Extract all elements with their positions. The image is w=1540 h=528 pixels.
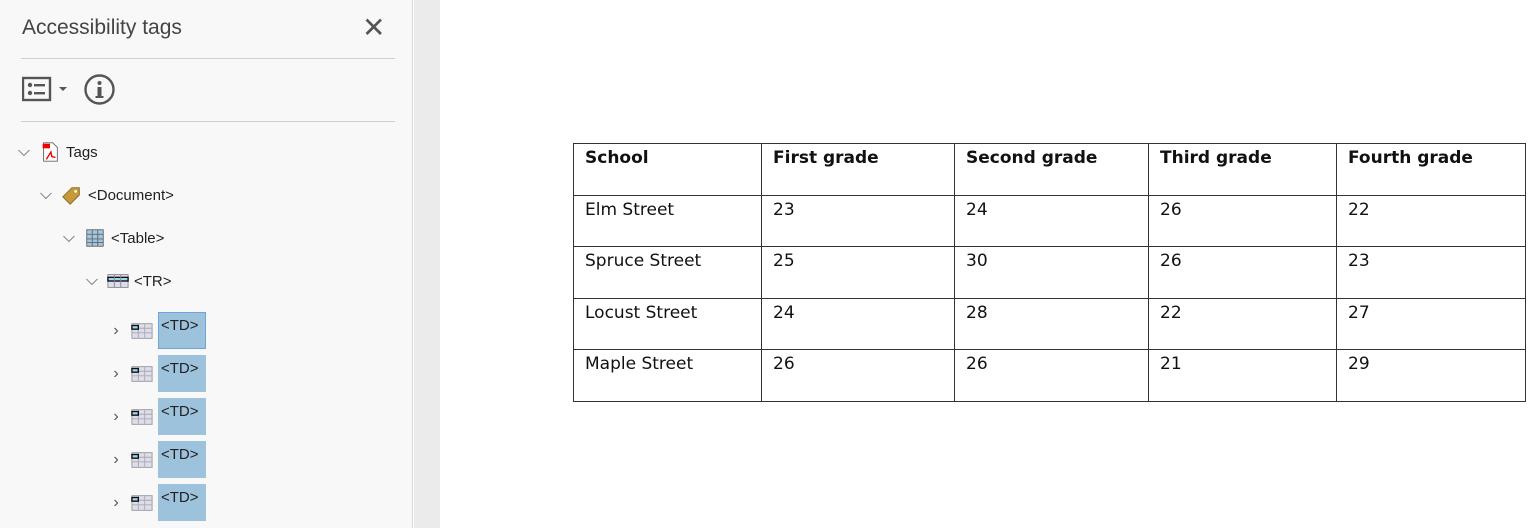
table-cell: 30 [954, 246, 1149, 299]
table-cell: 29 [1336, 349, 1526, 402]
grades-table: School First grade Second grade Third gr… [573, 143, 1526, 402]
table-row: Locust Street 24 28 22 27 [573, 297, 1526, 351]
header-cell: School [573, 143, 762, 196]
table-header-row: School First grade Second grade Third gr… [573, 143, 1526, 196]
table-cell: 26 [1148, 246, 1337, 299]
table-row: Spruce Street 25 30 26 23 [573, 246, 1526, 299]
chevron-right-icon[interactable]: › [113, 364, 119, 382]
info-button[interactable] [84, 74, 116, 111]
tree-node-label: <Document> [88, 186, 174, 204]
table-cell: Maple Street [573, 349, 762, 402]
tree-node-table[interactable]: ⌵ <Table> [59, 227, 164, 249]
table-cell: Elm Street [573, 194, 762, 248]
chevron-down-icon[interactable]: ⌵ [39, 186, 53, 203]
tree-node-td[interactable]: › <TD> [106, 484, 206, 521]
table-icon [86, 229, 104, 247]
chevron-right-icon[interactable]: › [113, 493, 119, 511]
tree-node-td[interactable]: › <TD> [106, 312, 206, 349]
tree-node-label: <TD> [158, 398, 206, 435]
table-cell: Locust Street [573, 297, 762, 351]
table-row: Maple Street 26 26 21 29 [573, 349, 1526, 402]
tree-node-td[interactable]: › <TD> [106, 355, 206, 392]
table-cell: 22 [1148, 297, 1337, 351]
tree-node-label: <TD> [158, 441, 206, 478]
tree-node-label: <TR> [134, 272, 172, 290]
table-cell-icon [131, 451, 153, 468]
table-cell: 23 [761, 194, 955, 248]
table-cell: 23 [1336, 246, 1526, 299]
table-cell: 27 [1336, 297, 1526, 351]
divider [21, 121, 395, 122]
chevron-down-icon[interactable]: ⌵ [85, 272, 99, 289]
table-cell: 28 [954, 297, 1149, 351]
pdf-icon [42, 142, 58, 162]
chevron-right-icon[interactable]: › [113, 450, 119, 468]
options-menu-button[interactable] [21, 74, 68, 109]
tree-node-td[interactable]: › <TD> [106, 398, 206, 435]
chevron-down-icon[interactable]: ⌵ [17, 143, 31, 160]
panel-splitter[interactable] [414, 0, 440, 528]
table-cell: Spruce Street [573, 246, 762, 299]
tree-node-tags[interactable]: ⌵ Tags [14, 141, 98, 163]
table-cell-icon [131, 365, 153, 382]
table-cell: 26 [954, 349, 1149, 402]
table-cell: 25 [761, 246, 955, 299]
header-cell: Second grade [954, 143, 1149, 196]
accessibility-tags-panel: Accessibility tags ✕ ⌵ Tags ⌵ <Document>… [0, 0, 413, 528]
tag-icon [62, 187, 80, 205]
header-cell: Third grade [1148, 143, 1337, 196]
options-list-icon [21, 76, 67, 102]
tree-node-label: <TD> [158, 312, 206, 349]
table-cell: 22 [1336, 194, 1526, 248]
table-cell-icon [131, 322, 153, 339]
panel-title: Accessibility tags [22, 16, 182, 39]
table-cell: 21 [1148, 349, 1337, 402]
table-cell: 24 [761, 297, 955, 351]
chevron-down-icon[interactable]: ⌵ [62, 229, 76, 246]
table-row: Elm Street 23 24 26 22 [573, 194, 1526, 248]
header-cell: Fourth grade [1336, 143, 1526, 196]
info-icon [84, 74, 115, 105]
divider [21, 58, 395, 59]
table-cell: 24 [954, 194, 1149, 248]
table-row-icon [107, 274, 129, 288]
chevron-right-icon[interactable]: › [113, 407, 119, 425]
header-cell: First grade [761, 143, 955, 196]
tree-node-document[interactable]: ⌵ <Document> [36, 184, 174, 206]
chevron-right-icon[interactable]: › [113, 321, 119, 339]
tree-node-tr[interactable]: ⌵ <TR> [82, 270, 172, 292]
tree-node-label: Tags [66, 143, 98, 161]
tree-node-td[interactable]: › <TD> [106, 441, 206, 478]
table-cell-icon [131, 494, 153, 511]
table-cell: 26 [1148, 194, 1337, 248]
table-cell: 26 [761, 349, 955, 402]
tree-node-label: <Table> [111, 229, 165, 247]
table-cell-icon [131, 408, 153, 425]
tree-node-label: <TD> [158, 355, 206, 392]
tree-node-label: <TD> [158, 484, 206, 521]
close-icon[interactable]: ✕ [362, 12, 386, 43]
